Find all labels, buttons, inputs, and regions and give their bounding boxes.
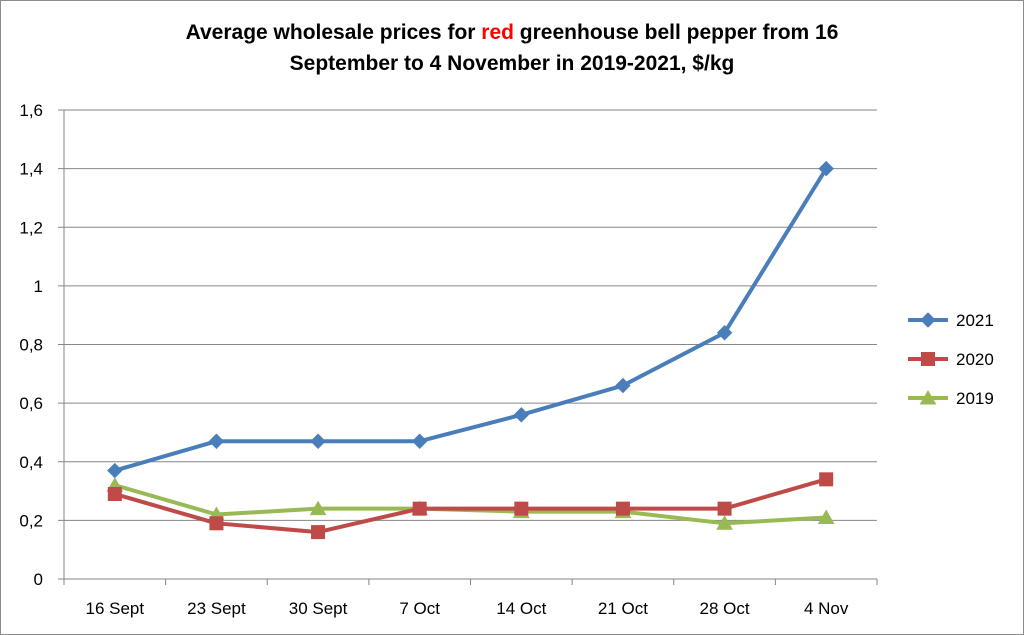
data-point <box>615 501 630 516</box>
y-axis-ticks: 0 0,2 0,4 0,6 0,8 1 1,2 1,4 1,6 <box>19 101 43 589</box>
data-point <box>817 509 835 524</box>
y-tick-label: 0 <box>34 570 43 589</box>
x-tick-label: 4 Nov <box>804 599 849 618</box>
x-axis-ticks: 16 Sept 23 Sept 30 Sept 7 Oct 14 Oct 21 Oct 28… <box>86 599 849 618</box>
y-tick-label: 1,2 <box>19 218 43 237</box>
legend-entry: 2019 <box>908 389 994 408</box>
data-point <box>107 462 123 479</box>
x-tick-label: 28 Oct <box>700 599 750 618</box>
legend-entry: 2021 <box>908 311 994 330</box>
y-tick-label: 0,4 <box>19 453 43 472</box>
data-point <box>412 501 427 516</box>
series-2021 <box>107 160 834 479</box>
series-line <box>112 477 829 535</box>
legend-label: 2021 <box>956 311 994 330</box>
data-point <box>514 501 529 516</box>
x-tick-label: 16 Sept <box>86 599 145 618</box>
y-tick-label: 0,8 <box>19 336 43 355</box>
x-tick-label: 21 Oct <box>598 599 648 618</box>
data-point <box>615 377 631 394</box>
x-tick-label: 7 Oct <box>399 599 440 618</box>
legend-label: 2020 <box>956 350 994 369</box>
data-point <box>310 433 326 449</box>
data-point <box>819 472 834 487</box>
data-point <box>716 515 733 530</box>
grid-lines <box>64 109 877 521</box>
data-point <box>209 516 224 531</box>
y-tick-label: 1,4 <box>19 160 43 179</box>
chart-title-part2: greenhouse bell pepper from 16 <box>513 21 839 44</box>
y-tick-label: 1 <box>34 277 43 296</box>
data-point <box>309 500 327 516</box>
data-point <box>717 501 732 516</box>
data-point <box>311 525 326 540</box>
x-tick-label: 30 Sept <box>289 599 348 618</box>
x-tick-label: 23 Sept <box>187 599 246 618</box>
legend-marker <box>920 312 936 328</box>
axes <box>58 109 878 585</box>
series-group <box>106 160 835 540</box>
series-line <box>112 166 829 473</box>
chart-title: Average wholesale prices for red greenho… <box>0 17 1024 79</box>
legend-label: 2019 <box>956 389 994 408</box>
chart-title-part1: Average wholesale prices for <box>185 21 482 44</box>
chart-title-highlight: red <box>481 21 514 44</box>
data-point <box>107 486 122 501</box>
data-point <box>716 325 733 341</box>
series-2020 <box>107 472 834 540</box>
y-tick-label: 1,6 <box>19 101 43 120</box>
legend-entry: 2020 <box>908 350 994 369</box>
data-point <box>208 433 225 449</box>
y-tick-label: 0,6 <box>19 394 43 413</box>
legend: 2021 2020 2019 <box>908 311 994 408</box>
data-point <box>513 407 530 423</box>
data-point <box>818 160 834 177</box>
chart-title-line2: September to 4 November in 2019-2021, $/… <box>289 52 735 75</box>
x-tick-label: 14 Oct <box>496 599 546 618</box>
y-tick-label: 0,2 <box>19 511 43 530</box>
legend-marker <box>921 352 935 366</box>
legend-marker <box>919 389 937 405</box>
data-point <box>411 433 428 449</box>
